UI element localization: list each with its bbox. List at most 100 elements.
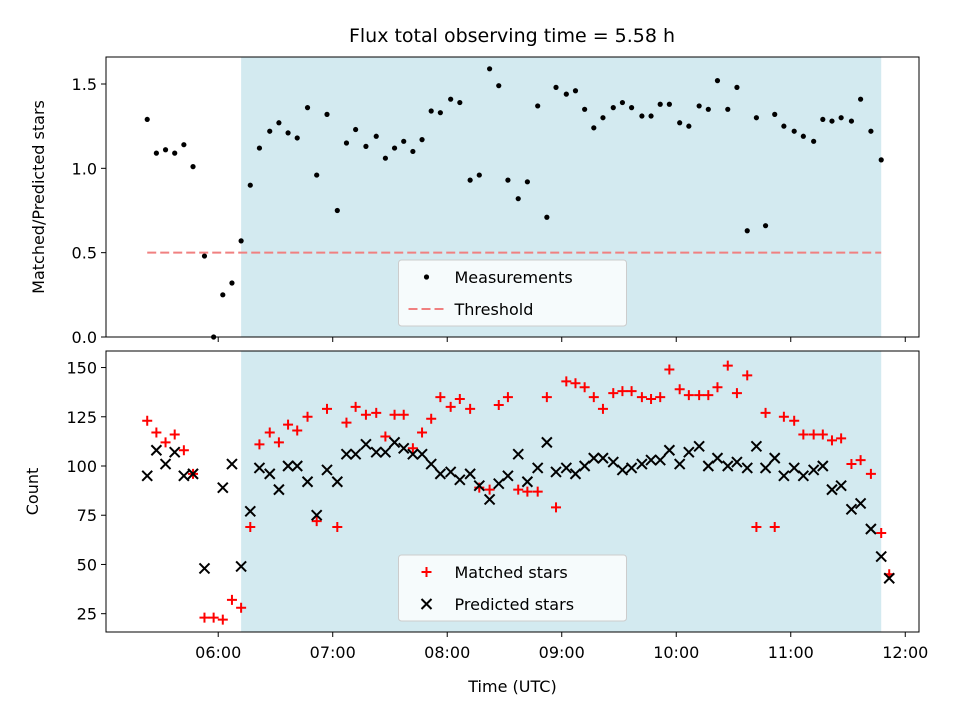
predicted-star-point — [741, 462, 753, 474]
measurement-point — [428, 108, 434, 114]
predicted-star-point — [340, 448, 353, 460]
predicted-star-point — [483, 493, 496, 506]
matched-star-point — [855, 455, 866, 466]
predicted-star-point — [178, 470, 190, 482]
measurement-point — [610, 105, 616, 111]
predicted-star-point — [217, 481, 229, 494]
matched-star-point — [311, 516, 322, 527]
measurement-point — [505, 177, 511, 183]
predicted-star-point — [750, 440, 763, 453]
matched-star-point — [178, 445, 189, 456]
predicted-star-point — [769, 452, 781, 464]
count-legend: Matched stars Predicted stars — [398, 554, 627, 622]
predicted-star-point — [235, 560, 247, 573]
ratio-panel-frame — [105, 56, 920, 338]
predicted-star-point — [778, 470, 790, 482]
x-tick-label: 07:00 — [310, 643, 356, 662]
y-tick-label: 0.0 — [72, 328, 97, 347]
measurement-point — [582, 106, 588, 112]
matched-star-point — [760, 407, 771, 418]
predicted-star-point — [273, 483, 285, 496]
count-marks — [141, 360, 895, 625]
matched-star-point — [551, 502, 562, 513]
matched-star-point — [751, 522, 762, 533]
predicted-star-point — [150, 444, 163, 456]
predicted-star-point — [597, 452, 609, 464]
matched-star-point — [646, 394, 657, 405]
matched-star-point — [292, 425, 303, 436]
predicted-star-point — [407, 448, 419, 460]
legend-matched-marker — [421, 567, 432, 577]
measurement-point — [753, 115, 760, 121]
matched-star-point — [570, 378, 581, 389]
matched-star-point — [722, 360, 733, 371]
ratio-marks — [144, 66, 884, 340]
predicted-star-point — [398, 442, 410, 454]
matched-star-point — [398, 409, 409, 420]
measurement-point — [419, 137, 425, 143]
matched-star-point — [465, 403, 476, 414]
predicted-star-point — [388, 436, 401, 449]
matched-star-point — [798, 429, 809, 440]
count-y-ticks: 25 50 75 100 125 150 — [66, 359, 106, 624]
measurement-point — [285, 130, 291, 136]
measurement-point — [591, 125, 597, 131]
ratio-x-ticks — [217, 337, 906, 342]
legend-predicted-label: Predicted stars — [455, 595, 575, 614]
measurement-point — [144, 116, 150, 123]
ratio-y-axis-label: Matched/Predicted stars — [29, 100, 48, 294]
x-tick-label: 08:00 — [424, 643, 470, 662]
matched-star-point — [731, 388, 742, 399]
predicted-star-point — [512, 448, 524, 460]
legend-symbol — [420, 598, 433, 610]
matched-star-point — [579, 382, 590, 393]
y-tick-label: 25 — [77, 605, 97, 624]
matched-star-point — [199, 612, 210, 623]
matched-star-point — [617, 386, 628, 397]
count-legend-box — [398, 554, 627, 622]
measurement-point — [772, 111, 778, 117]
measurement-point — [600, 115, 606, 121]
measurement-point — [353, 126, 359, 133]
measurement-point — [696, 103, 702, 109]
matched-star-point — [283, 419, 294, 430]
measurement-point — [820, 116, 826, 123]
matched-star-point — [389, 409, 400, 420]
measurement-point — [304, 105, 311, 111]
predicted-star-point — [168, 446, 181, 458]
measurement-point — [153, 150, 159, 156]
measurement-point — [220, 292, 226, 298]
measurement-point — [572, 88, 579, 94]
measurement-point — [229, 280, 235, 286]
predicted-star-point — [349, 448, 362, 460]
matched-star-point — [445, 401, 456, 412]
measurement-point — [734, 84, 740, 90]
measurement-point — [838, 115, 844, 121]
predicted-star-point — [616, 464, 629, 476]
measurement-point — [334, 207, 340, 214]
predicted-star-point — [244, 505, 256, 517]
count-y-axis-label: Count — [23, 468, 42, 516]
measurement-point — [800, 133, 806, 139]
measurement-point — [437, 110, 443, 116]
predicted-star-point — [788, 462, 800, 474]
predicted-star-point — [578, 460, 591, 472]
measurement-point — [811, 138, 817, 144]
measurement-point — [639, 113, 645, 119]
measurement-point — [657, 101, 663, 107]
matched-star-point — [826, 435, 837, 446]
measurement-point — [294, 135, 300, 141]
y-tick-label: 1.0 — [72, 159, 97, 178]
matched-star-point — [273, 437, 284, 448]
matched-star-point — [712, 382, 723, 393]
predicted-star-point — [826, 483, 838, 496]
measurement-point — [725, 106, 731, 112]
measurement-point — [868, 128, 874, 134]
predicted-star-point — [759, 462, 772, 474]
predicted-star-point — [560, 462, 573, 474]
predicted-star-point — [797, 470, 810, 482]
ratio-legend-box — [398, 259, 627, 327]
matched-star-point — [876, 527, 887, 538]
predicted-star-point — [321, 464, 333, 476]
legend-measurements-label: Measurements — [455, 268, 573, 287]
